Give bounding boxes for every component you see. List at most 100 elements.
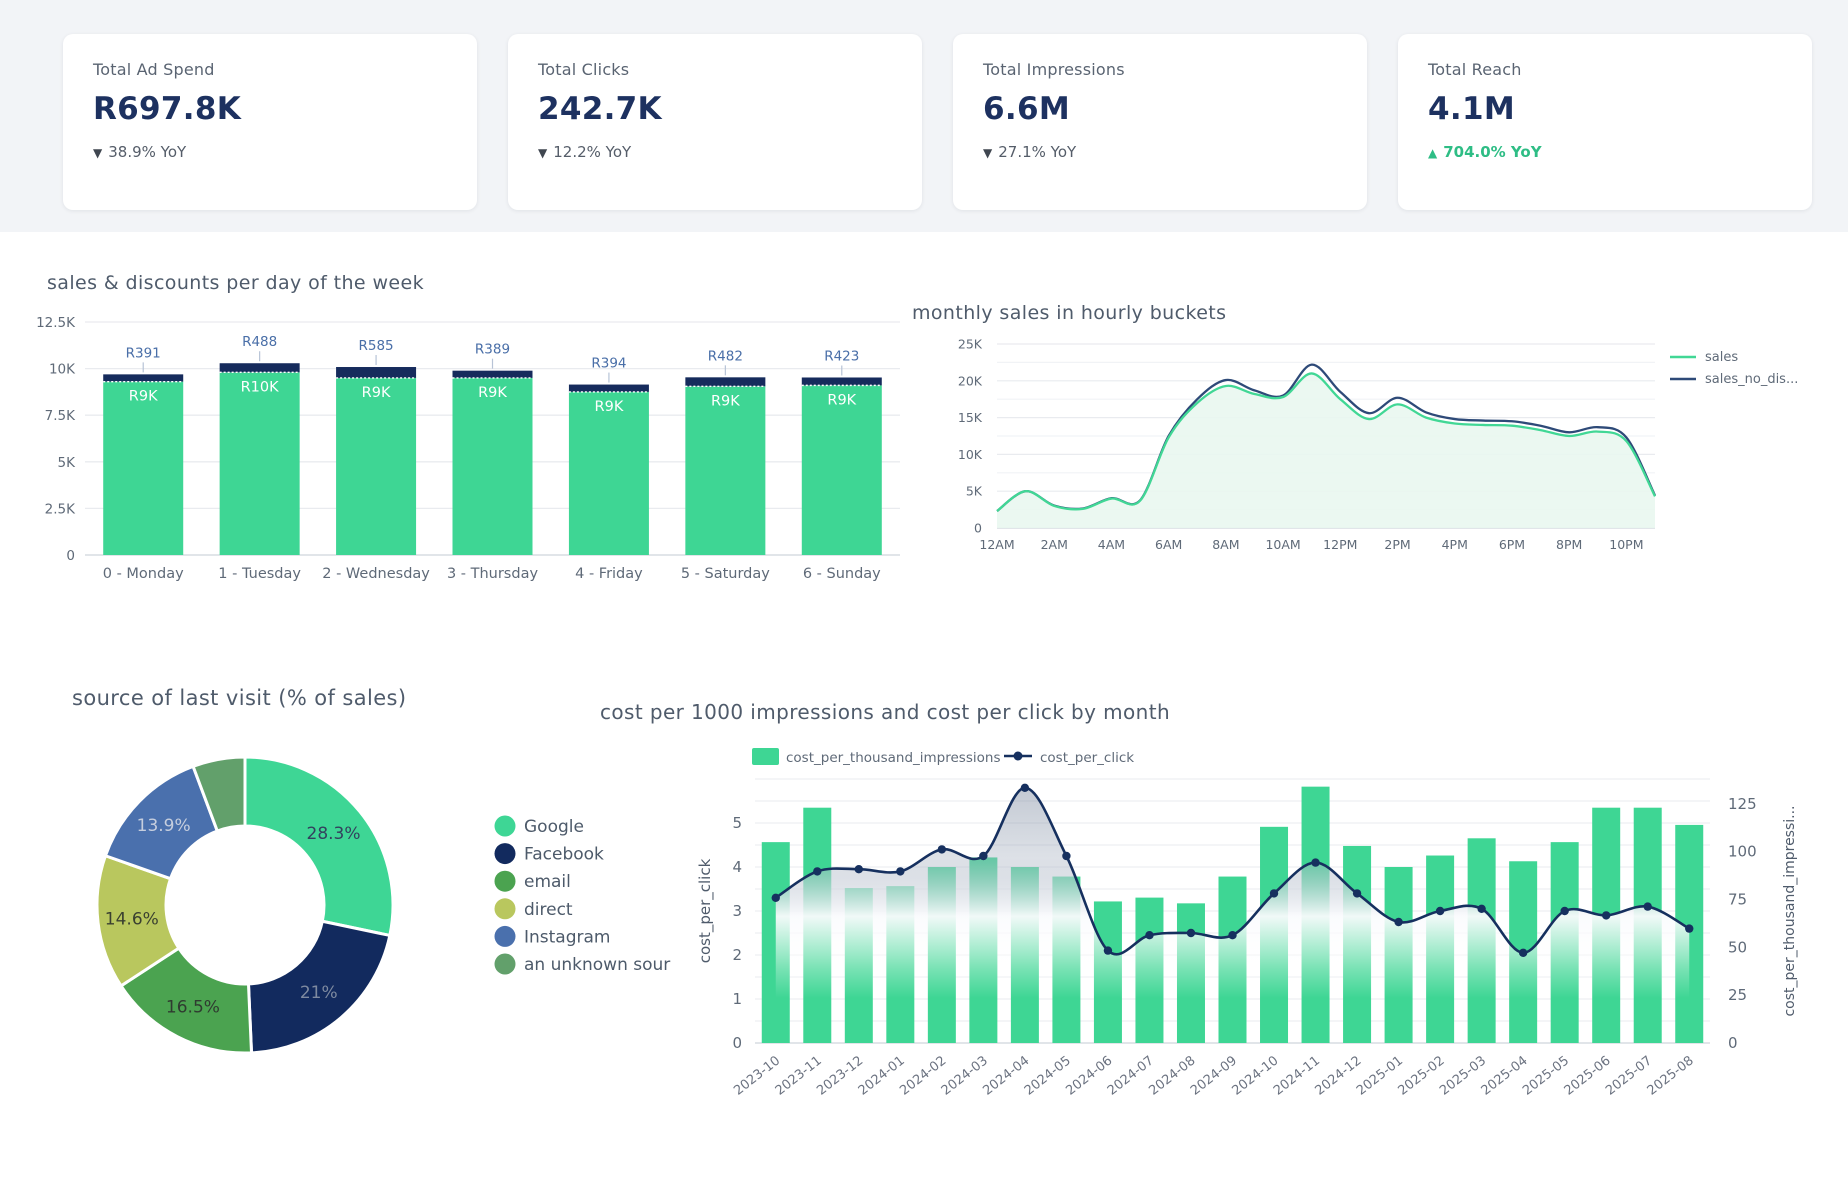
sales-bar[interactable] <box>685 386 766 555</box>
x-axis-tick: 10AM <box>1265 537 1300 552</box>
right-axis-tick: 100 <box>1728 843 1757 861</box>
discount-bar-segment[interactable] <box>103 374 184 382</box>
sales-bar[interactable] <box>452 377 533 555</box>
area-chart-title: monthly sales in hourly buckets <box>912 302 1227 324</box>
kpi-value: 242.7K <box>538 91 662 127</box>
x-axis-tick: 2AM <box>1041 537 1068 552</box>
kpi-delta: ▲ 704.0% YoY <box>1428 143 1542 161</box>
sales-bar[interactable] <box>336 377 417 555</box>
legend-dot-direct[interactable] <box>494 898 516 920</box>
legend-label-sales-no-discount: sales_no_dis... <box>1705 372 1798 387</box>
x-axis-tick: 10PM <box>1609 537 1643 552</box>
cpc-point[interactable] <box>1145 931 1154 940</box>
cpc-point[interactable] <box>1352 889 1362 898</box>
left-axis-title: cost_per_click <box>696 858 715 963</box>
legend-dot-Facebook[interactable] <box>494 843 516 865</box>
donut-chart-svg: 28.3% 21% 16.5% 14.6% 13.9% Google Facebook ema… <box>95 755 670 1055</box>
cpc-point[interactable] <box>1685 924 1694 933</box>
legend-label: Facebook <box>524 845 604 865</box>
cpc-point[interactable] <box>1269 889 1279 898</box>
slice-percent-label: 21% <box>300 983 338 1003</box>
cpc-point[interactable] <box>1311 858 1320 867</box>
cpc-point[interactable] <box>1020 783 1030 792</box>
legend-dot-an-unknown-sour[interactable] <box>494 953 516 975</box>
sales-value-label: R9K <box>827 392 856 408</box>
sales-bar[interactable] <box>801 385 882 555</box>
sales-discounts-bar-chart: 0 2.5K 5K 7.5K 10K 12.5K R391 R9K 0 - Monday R488… <box>30 300 920 600</box>
y-axis-tick: 15K <box>958 410 983 425</box>
legend-label-cpc: cost_per_click <box>1040 750 1134 766</box>
down-triangle-icon: ▼ <box>93 146 103 160</box>
kpi-value: 4.1M <box>1428 91 1515 127</box>
legend-dot-Instagram[interactable] <box>494 925 516 947</box>
sales-bar[interactable] <box>568 391 649 555</box>
legend-dot-email[interactable] <box>494 870 516 892</box>
kpi-card-reach: Total Reach 4.1M ▲ 704.0% YoY <box>1398 34 1812 210</box>
kpi-value: 6.6M <box>983 91 1070 127</box>
cpc-point[interactable] <box>1062 851 1071 861</box>
donut-chart-title: source of last visit (% of sales) <box>72 686 407 710</box>
cpc-point[interactable] <box>979 851 988 861</box>
x-axis-tick: 12AM <box>979 537 1014 552</box>
kpi-card-ad-spend: Total Ad Spend R697.8K ▼ 38.9% YoY <box>63 34 477 210</box>
cpc-point[interactable] <box>1643 902 1652 911</box>
legend-swatch-cpm[interactable] <box>752 748 779 765</box>
discount-bar-segment[interactable] <box>801 377 882 386</box>
left-axis-tick: 5 <box>732 814 742 832</box>
x-axis-tick: 12PM <box>1323 537 1357 552</box>
legend-label: email <box>524 872 571 892</box>
legend-dot-Google[interactable] <box>494 815 516 837</box>
cpc-point[interactable] <box>854 865 864 874</box>
cpc-point[interactable] <box>813 867 822 876</box>
x-axis-tick: 6AM <box>1155 537 1182 552</box>
legend-label: an unknown sour <box>524 955 670 975</box>
cpc-line[interactable] <box>775 786 1690 956</box>
discount-bar-segment[interactable] <box>452 370 533 378</box>
cpc-point[interactable] <box>1560 906 1569 916</box>
left-axis-tick: 3 <box>732 902 742 920</box>
cpc-point[interactable] <box>1394 917 1403 927</box>
x-axis-tick: 8AM <box>1212 537 1239 552</box>
cpc-point[interactable] <box>896 867 905 876</box>
discount-bar-segment[interactable] <box>685 377 766 387</box>
sales-line[interactable] <box>996 372 1657 513</box>
kpi-label: Total Clicks <box>538 60 630 79</box>
sales-value-label: R9K <box>129 389 158 405</box>
legend-marker-cpc[interactable] <box>1013 751 1023 761</box>
discount-bar-segment[interactable] <box>219 363 300 373</box>
kpi-strip: Total Ad Spend R697.8K ▼ 38.9% YoY Total … <box>0 0 1848 232</box>
cpc-point[interactable] <box>1477 904 1486 913</box>
y-axis-tick: 7.5K <box>45 408 76 424</box>
bar-chart-title: sales & discounts per day of the week <box>47 272 424 294</box>
kpi-card-clicks: Total Clicks 242.7K ▼ 12.2% YoY <box>508 34 922 210</box>
kpi-label: Total Impressions <box>983 60 1125 79</box>
donut-slice-Google[interactable] <box>243 755 395 938</box>
cpc-point[interactable] <box>1435 906 1445 916</box>
donut-slice-an-unknown-sour[interactable] <box>191 755 247 833</box>
sales-bar[interactable] <box>219 372 300 555</box>
donut-slice-Facebook[interactable] <box>246 919 392 1055</box>
cpc-point[interactable] <box>1228 931 1237 940</box>
y-axis-tick: 5K <box>966 484 983 499</box>
cpc-point[interactable] <box>1103 946 1113 955</box>
cpc-point[interactable] <box>937 845 947 854</box>
x-axis-tick: 6PM <box>1499 537 1525 552</box>
cpc-point[interactable] <box>1601 911 1611 920</box>
x-axis-category-label: 1 - Tuesday <box>218 566 301 582</box>
cpc-point[interactable] <box>771 893 780 902</box>
sales-area-fill <box>997 373 1655 528</box>
discount-bar-segment[interactable] <box>336 367 417 378</box>
sales-value-label: R9K <box>362 385 391 401</box>
discount-value-label: R423 <box>824 348 859 364</box>
discount-value-label: R391 <box>126 345 161 361</box>
cpc-point[interactable] <box>1518 948 1528 957</box>
sales-value-label: R9K <box>595 399 624 415</box>
legend-label: direct <box>524 900 573 920</box>
discount-bar-segment[interactable] <box>568 384 649 392</box>
y-axis-tick: 5K <box>58 455 77 471</box>
legend-label: Instagram <box>524 927 611 947</box>
cpc-point[interactable] <box>1186 928 1196 938</box>
sales-bar[interactable] <box>103 381 184 555</box>
discount-value-label: R394 <box>591 356 626 372</box>
kpi-label: Total Reach <box>1428 60 1522 79</box>
